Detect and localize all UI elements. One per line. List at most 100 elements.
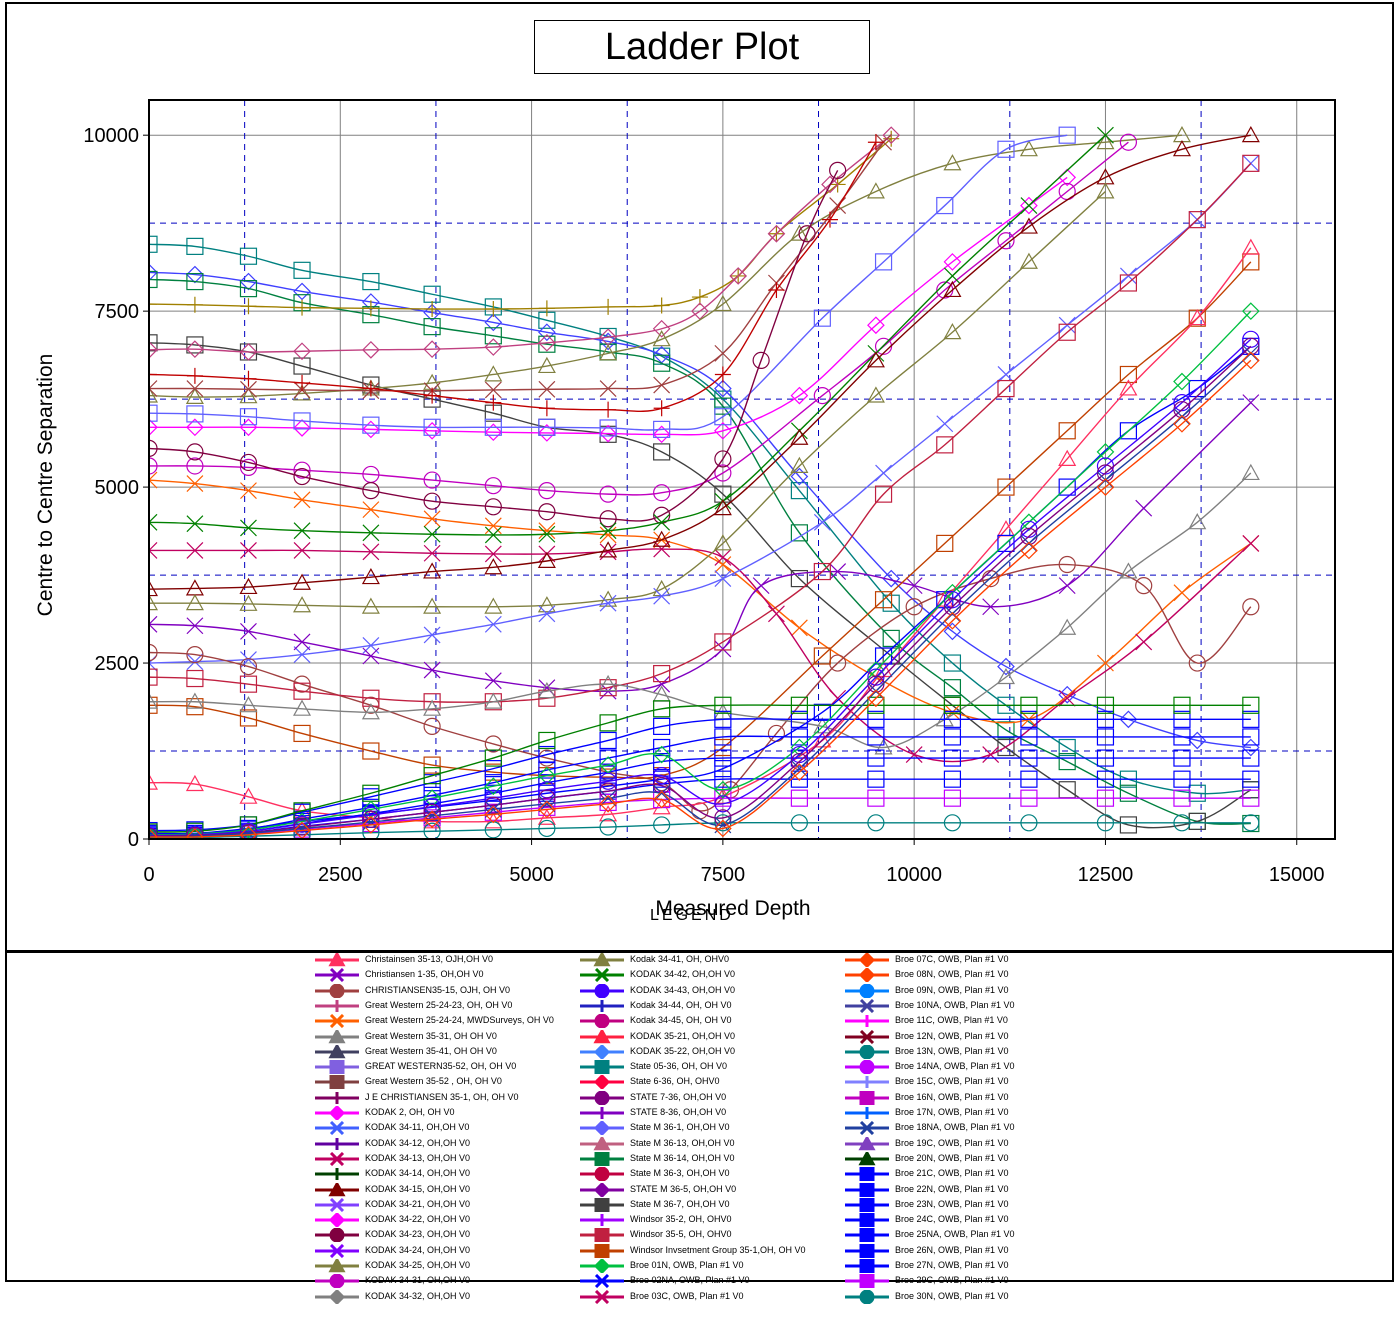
series-marker bbox=[1242, 696, 1260, 714]
legend-label: KODAK 35-22, OH,OH V0 bbox=[630, 1045, 736, 1056]
series-marker bbox=[790, 428, 809, 445]
series-marker bbox=[713, 498, 732, 516]
legend-swatch-marker bbox=[859, 1182, 875, 1197]
series-14 bbox=[149, 126, 1114, 544]
series-marker bbox=[424, 301, 441, 318]
series-marker bbox=[149, 542, 158, 559]
series-marker bbox=[599, 522, 617, 540]
legend-label: KODAK 34-12, OH,OH V0 bbox=[365, 1137, 471, 1148]
series-marker bbox=[1020, 534, 1038, 552]
series-marker bbox=[239, 387, 258, 404]
legend-swatch bbox=[315, 1182, 359, 1196]
series-marker bbox=[423, 340, 441, 358]
series-marker bbox=[653, 484, 671, 502]
legend-label: KODAK 34-13, OH,OH V0 bbox=[365, 1152, 471, 1163]
series-marker bbox=[768, 605, 785, 623]
series-9 bbox=[149, 168, 1077, 444]
legend-label: Broe 18NA, OWB, Plan #1 V0 bbox=[895, 1122, 1015, 1133]
series-line bbox=[149, 278, 1251, 825]
series-24 bbox=[149, 238, 1260, 829]
series-marker bbox=[790, 467, 809, 486]
legend-label: Great Western 35-31, OH OH V0 bbox=[365, 1030, 497, 1041]
series-marker bbox=[875, 464, 892, 482]
series-marker bbox=[293, 412, 311, 430]
series-33 bbox=[149, 302, 1260, 839]
legend-label: Broe 01N, OWB, Plan #1 V0 bbox=[630, 1260, 744, 1270]
series-marker bbox=[600, 298, 617, 315]
series-marker bbox=[652, 790, 671, 809]
series-marker bbox=[752, 351, 770, 370]
legend-swatch-marker bbox=[329, 1151, 345, 1166]
series-marker bbox=[538, 731, 556, 750]
series-marker bbox=[905, 577, 923, 595]
legend-label: Kodak 34-45, OH, OH V0 bbox=[630, 1015, 732, 1026]
series-marker bbox=[186, 822, 204, 839]
series-marker bbox=[239, 657, 258, 676]
series-marker bbox=[829, 654, 847, 672]
series-line bbox=[149, 134, 1183, 398]
series-marker bbox=[293, 419, 311, 437]
series-5 bbox=[149, 126, 901, 361]
legend-label: Great Western 25-24-23, OH, OH V0 bbox=[365, 999, 513, 1010]
series-marker bbox=[362, 300, 379, 317]
series-marker bbox=[1173, 728, 1191, 746]
series-marker bbox=[790, 696, 808, 714]
legend-swatch-marker bbox=[859, 1167, 875, 1182]
series-marker bbox=[652, 745, 671, 764]
legend-label: STATE M 36-5, OH,OH V0 bbox=[630, 1183, 737, 1194]
legend-swatch-marker bbox=[859, 1243, 875, 1258]
series-marker bbox=[186, 380, 204, 397]
series-marker bbox=[423, 418, 441, 436]
series-marker bbox=[874, 253, 893, 271]
series-marker bbox=[599, 485, 617, 503]
series-line bbox=[149, 261, 1252, 779]
series-marker bbox=[714, 366, 731, 383]
legend-swatch-marker bbox=[328, 1106, 346, 1120]
series-34 bbox=[149, 330, 1260, 839]
series-0 bbox=[149, 235, 1260, 802]
series-line bbox=[149, 342, 1252, 829]
series-marker bbox=[813, 703, 831, 721]
series-marker bbox=[538, 798, 556, 816]
series-marker bbox=[1119, 274, 1138, 292]
series-marker bbox=[538, 380, 556, 398]
legend-swatch-marker bbox=[594, 968, 610, 983]
series-35 bbox=[149, 337, 1260, 839]
series-marker bbox=[1020, 814, 1038, 832]
series-marker bbox=[362, 806, 380, 824]
series-marker bbox=[186, 418, 204, 437]
chart-title: Ladder Plot bbox=[534, 20, 870, 74]
series-marker bbox=[1242, 344, 1260, 362]
legend-swatch bbox=[580, 1029, 624, 1043]
legend-swatch-marker bbox=[594, 1289, 610, 1304]
series-marker bbox=[240, 542, 257, 559]
series-marker bbox=[186, 827, 204, 839]
series-marker bbox=[423, 544, 441, 562]
series-line bbox=[149, 141, 1129, 496]
legend-label: Broe 13N, OWB, Plan #1 V0 bbox=[895, 1045, 1009, 1056]
series-marker bbox=[537, 551, 556, 568]
series-marker bbox=[484, 615, 502, 633]
series-marker bbox=[1096, 132, 1115, 150]
series-marker bbox=[293, 542, 311, 559]
series-marker bbox=[790, 482, 808, 500]
legend-swatch-marker bbox=[329, 968, 345, 983]
legend-swatch bbox=[580, 1044, 624, 1059]
series-marker bbox=[149, 457, 158, 475]
series-marker bbox=[1173, 814, 1191, 832]
series-marker bbox=[149, 696, 158, 714]
series-marker bbox=[484, 735, 502, 753]
series-marker bbox=[538, 800, 556, 819]
series-marker bbox=[714, 696, 732, 714]
series-marker bbox=[713, 294, 732, 312]
series-marker bbox=[423, 471, 441, 489]
series-marker bbox=[790, 386, 809, 405]
series-marker bbox=[714, 770, 732, 788]
series-marker bbox=[149, 341, 158, 359]
series-marker bbox=[997, 657, 1015, 676]
legend-label: Broe 12N, OWB, Plan #1 V0 bbox=[895, 1030, 1009, 1041]
legend-swatch bbox=[845, 1044, 889, 1059]
series-marker bbox=[361, 703, 380, 720]
legend-label: Kodak 34-41, OH, OHV0 bbox=[630, 954, 730, 964]
series-marker bbox=[768, 282, 785, 299]
